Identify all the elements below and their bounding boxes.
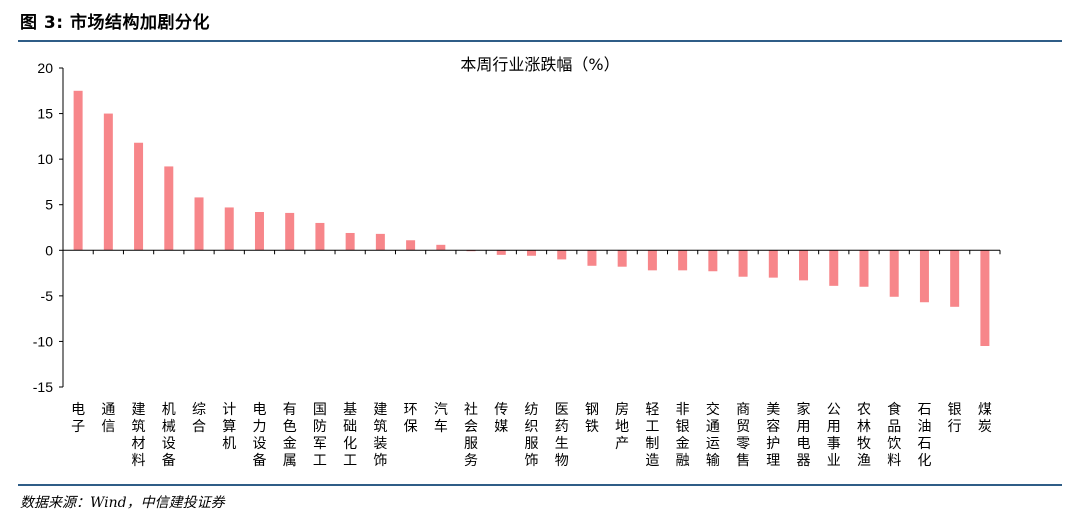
axes-group bbox=[62, 68, 1001, 387]
bar-9 bbox=[315, 222, 325, 251]
bar-10 bbox=[345, 232, 355, 251]
y-tick-label: -15 bbox=[33, 379, 53, 395]
figure-title: 图 3: 市场结构加剧分化 bbox=[20, 13, 210, 33]
y-tick-label: 0 bbox=[45, 242, 53, 258]
bar-16 bbox=[527, 250, 536, 256]
bars-group bbox=[73, 90, 990, 346]
x-tick-label: 银行 bbox=[948, 402, 962, 435]
x-tick-label: 社会服务 bbox=[464, 402, 478, 469]
x-tick-label: 计算机 bbox=[222, 402, 236, 452]
x-tick-label: 美容护理 bbox=[766, 402, 780, 469]
bar-29 bbox=[919, 250, 929, 303]
source-note: 数据来源：Wind，中信建投证券 bbox=[20, 495, 225, 511]
bottom-divider bbox=[18, 484, 1062, 486]
x-tick-label: 通信 bbox=[101, 402, 115, 435]
bar-15 bbox=[496, 250, 506, 255]
x-tick-label: 有色金属 bbox=[283, 402, 297, 469]
x-tick-label: 基础化工 bbox=[343, 401, 357, 469]
x-tick-label: 综合 bbox=[192, 402, 206, 435]
bar-11 bbox=[375, 233, 385, 251]
y-tick-label: -5 bbox=[41, 288, 54, 304]
x-tick-label: 医药生物 bbox=[555, 402, 569, 469]
bar-31 bbox=[980, 250, 990, 346]
bar-21 bbox=[678, 250, 688, 271]
x-tick-label: 建筑材料 bbox=[132, 402, 146, 469]
x-tick-label: 商贸零售 bbox=[736, 402, 750, 469]
bar-28 bbox=[889, 250, 899, 297]
bar-8 bbox=[285, 212, 295, 251]
bar-12 bbox=[406, 240, 416, 251]
top-divider bbox=[18, 40, 1062, 42]
bar-30 bbox=[950, 250, 960, 307]
x-tick-label: 农林牧渔 bbox=[857, 402, 871, 469]
x-tick-label: 石油石化 bbox=[917, 402, 931, 469]
x-tick-label: 汽车 bbox=[434, 402, 448, 435]
bar-6 bbox=[224, 207, 234, 251]
bar-19 bbox=[617, 250, 627, 267]
x-tick-label: 机械设备 bbox=[162, 402, 176, 469]
bar-13 bbox=[436, 244, 446, 251]
chart-title: 本周行业涨跌幅（%） bbox=[460, 55, 619, 74]
bar-20 bbox=[647, 250, 657, 271]
x-tick-label: 交通运输 bbox=[706, 401, 720, 469]
y-tick-label: 5 bbox=[45, 197, 53, 213]
y-tick-label: 20 bbox=[37, 60, 53, 76]
x-tick-label: 轻工制造 bbox=[645, 402, 659, 469]
x-tick-label: 钢铁 bbox=[585, 402, 599, 435]
bar-3 bbox=[134, 142, 144, 251]
bar-25 bbox=[799, 250, 809, 281]
bar-23 bbox=[738, 250, 748, 277]
x-tick-label: 公用事业 bbox=[827, 402, 841, 469]
y-ticks-group: 20 15 10 5 0 -5 -10 -15 bbox=[33, 60, 63, 395]
x-tick-label: 建筑装饰 bbox=[373, 402, 387, 469]
x-tick-label: 非银金融 bbox=[676, 402, 690, 469]
x-tick-label: 家用电器 bbox=[797, 401, 811, 469]
bar-27 bbox=[859, 250, 869, 287]
x-tick-label: 电子 bbox=[71, 402, 85, 435]
y-tick-label: 15 bbox=[37, 106, 53, 122]
x-tick-label: 国防军工 bbox=[313, 402, 327, 469]
y-tick-label: 10 bbox=[37, 151, 53, 167]
x-tick-label: 环保 bbox=[404, 402, 418, 435]
x-tick-label: 煤炭 bbox=[978, 402, 992, 435]
x-tick-label: 纺织服饰 bbox=[525, 402, 539, 469]
bar-5 bbox=[194, 197, 204, 251]
bar-2 bbox=[103, 113, 113, 251]
y-tick-label: -10 bbox=[33, 333, 53, 349]
x-tick-label: 传媒 bbox=[494, 402, 508, 435]
bar-4 bbox=[164, 166, 174, 251]
bar-18 bbox=[587, 250, 597, 266]
x-tick-label: 食品饮料 bbox=[887, 401, 901, 469]
x-tick-label: 房地产 bbox=[615, 402, 629, 452]
bar-1 bbox=[73, 90, 83, 251]
x-tick-label: 电力设备 bbox=[252, 402, 266, 469]
bar-7 bbox=[254, 212, 264, 251]
bar-22 bbox=[708, 250, 718, 272]
bar-17 bbox=[557, 250, 567, 260]
bar-26 bbox=[829, 250, 839, 286]
bar-24 bbox=[768, 250, 778, 278]
